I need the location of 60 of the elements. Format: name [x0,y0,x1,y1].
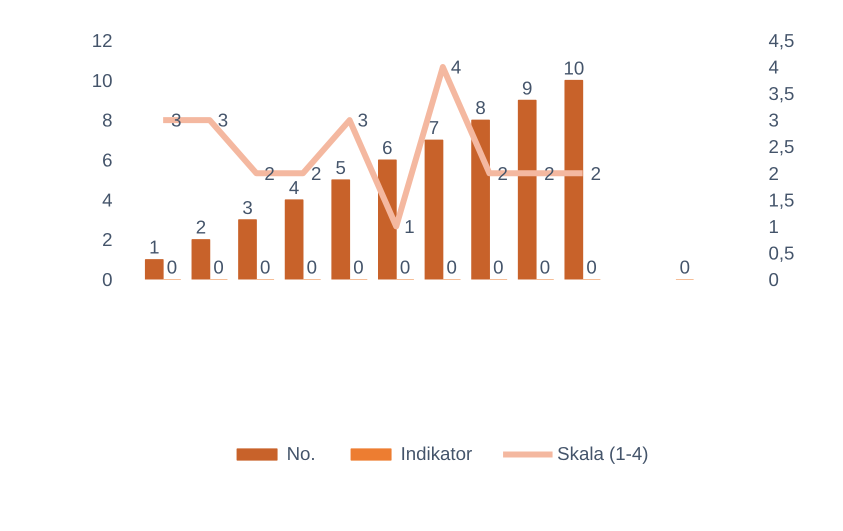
data-label: 4 [450,56,462,78]
data-label: 0 [586,256,597,278]
y2-tick-label: 3,5 [768,83,794,104]
data-label: 3 [218,110,228,131]
data-label: 8 [475,97,486,118]
y-tick-label: 12 [92,30,113,51]
data-label: 10 [563,57,584,78]
y-tick-label: 0 [102,269,113,290]
bar [238,219,257,280]
data-label: 3 [171,110,182,131]
bar [144,259,164,280]
data-label: 0 [166,256,178,278]
data-label: 7 [428,117,440,138]
data-label: 6 [382,137,393,158]
y-tick-label: 10 [92,70,113,91]
data-label: 2 [544,162,554,184]
data-label: 2 [310,162,322,184]
data-label: 5 [336,156,346,178]
data-label: 2 [196,216,206,238]
bar [192,239,210,280]
y-tick-label: 6 [102,150,113,170]
y2-tick-label: 2,5 [768,136,794,158]
data-label: 1 [149,236,160,258]
data-label: 0 [213,256,224,278]
data-label: 4 [288,176,300,198]
data-label: 0 [680,256,690,278]
data-label: 0 [260,256,270,278]
data-label: 2 [264,162,275,184]
y2-tick-label: 3 [768,110,779,131]
y2-tick-label: 4 [768,56,779,78]
y2-tick-label: 2 [768,162,779,184]
y2-tick-label: 1 [768,216,779,237]
data-label: 1 [404,216,415,237]
y2-tick-label: 1,5 [768,189,794,210]
y2-tick-label: 0,5 [768,242,794,264]
legend-label: No. [286,443,316,465]
data-label: 3 [242,196,253,218]
data-label: 9 [522,77,532,98]
data-label: 0 [540,256,550,278]
data-label: 0 [353,256,364,278]
bar [284,199,304,280]
bar [331,179,350,280]
data-label: 0 [306,256,318,278]
data-label: 0 [446,256,457,278]
y2-tick-label: 0 [768,269,779,290]
bar [518,100,537,280]
data-label: 2 [497,162,508,184]
data-label: 2 [590,162,602,184]
bar [424,140,444,280]
data-label: 0 [400,256,410,278]
y2-tick-label: 4,5 [768,30,794,51]
data-label: 3 [358,110,368,131]
y-tick-label: 4 [102,189,113,210]
y-tick-label: 8 [102,110,113,131]
data-label: 0 [493,256,504,278]
legend-label: Indikator [400,443,472,465]
legend-label: Skala (1-4) [557,443,648,465]
bar [564,80,584,280]
y-tick-label: 2 [102,229,113,250]
bar [471,120,490,280]
